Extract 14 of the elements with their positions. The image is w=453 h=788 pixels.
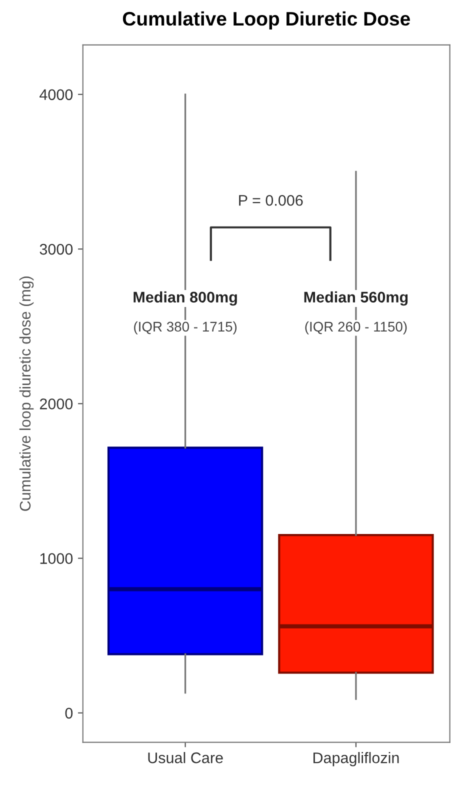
y-tick-label: 0: [65, 708, 73, 719]
annotation: P = 0.006: [239, 194, 303, 206]
y-tick-label: 1000: [40, 553, 73, 564]
y-tick-label: 3000: [40, 244, 73, 255]
chart-title: Cumulative Loop Diuretic Dose: [122, 11, 410, 30]
annotation: (IQR 260 - 1150): [305, 321, 407, 334]
annotation: Median 560mg: [304, 291, 408, 306]
y-tick-label: 4000: [40, 89, 73, 100]
annotation: Median 800mg: [134, 291, 237, 306]
x-tick-label: Dapagliflozin: [313, 752, 399, 766]
annotation: (IQR 380 - 1715): [134, 321, 237, 334]
y-axis-title: Cumulative loop diuretic dose (mg): [19, 276, 34, 511]
y-tick-label: 2000: [40, 398, 73, 410]
x-tick-label: Usual Care: [148, 752, 223, 764]
